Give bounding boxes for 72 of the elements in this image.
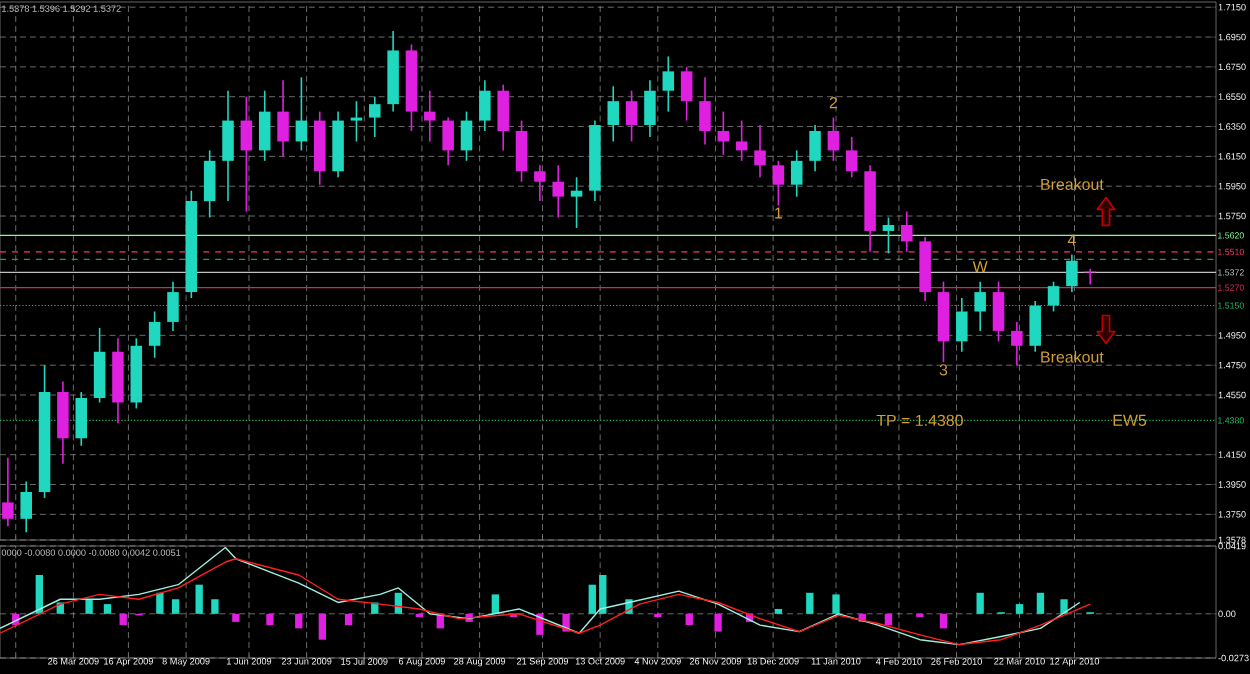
- bar: [714, 613, 722, 632]
- candlestick: [75, 391, 88, 447]
- bar: [491, 594, 499, 614]
- candlestick: [717, 110, 730, 156]
- candlestick: [424, 89, 436, 143]
- bar: [211, 599, 219, 614]
- candlestick: [882, 216, 895, 255]
- bar: [103, 604, 112, 614]
- candlestick: [148, 310, 161, 359]
- candlestick: [57, 380, 69, 465]
- candlestick: [534, 164, 546, 202]
- candlestick: [1011, 321, 1023, 366]
- candlestick: [93, 327, 106, 404]
- bar: [266, 613, 274, 626]
- bar: [806, 592, 814, 614]
- candlestick: [992, 280, 1005, 343]
- candlestick: [240, 95, 253, 213]
- candlestick: [460, 110, 473, 162]
- bar: [685, 613, 693, 626]
- bar: [884, 613, 893, 626]
- candlestick: [680, 66, 693, 122]
- bar: [318, 613, 327, 640]
- candlestick: [735, 119, 748, 162]
- bar: [1036, 592, 1045, 614]
- candlestick: [167, 280, 179, 332]
- candlestick: [369, 95, 381, 138]
- candlestick: [790, 149, 803, 198]
- bar: [344, 613, 353, 626]
- candlestick: [552, 164, 564, 219]
- candlestick: [479, 79, 491, 132]
- candlestick: [662, 55, 675, 113]
- candlestick: [827, 116, 840, 162]
- candlestick: [699, 76, 711, 146]
- candlestick: [1066, 254, 1078, 293]
- bar: [35, 574, 43, 614]
- candlestick: [754, 124, 766, 179]
- bar: [85, 599, 93, 614]
- bar: [832, 594, 840, 614]
- bar: [774, 608, 783, 614]
- bar: [1015, 604, 1024, 614]
- candlestick: [203, 149, 216, 219]
- candlestick: [956, 297, 968, 353]
- bar: [295, 613, 303, 629]
- bar: [232, 613, 240, 622]
- candlestick: [350, 100, 363, 143]
- bar: [119, 613, 127, 626]
- candlestick: [222, 89, 234, 202]
- candlestick: [1029, 300, 1041, 353]
- candlestick: [515, 119, 528, 183]
- candlestick: [901, 210, 913, 253]
- candlestick: [258, 89, 271, 162]
- candlestick: [20, 480, 32, 534]
- candlestick: [625, 89, 638, 143]
- candlestick: [570, 176, 583, 229]
- candlestick: [295, 76, 308, 152]
- bar: [1060, 599, 1068, 614]
- candlestick: [442, 116, 454, 167]
- bar: [976, 592, 984, 614]
- candlestick: [845, 136, 858, 179]
- candlestick: [607, 85, 620, 143]
- candlestick: [2, 456, 14, 528]
- candlestick: [277, 79, 289, 158]
- bar: [156, 592, 164, 614]
- candlestick: [772, 160, 785, 207]
- candlestick: [1047, 280, 1060, 313]
- candlestick: [497, 83, 509, 152]
- candlestick: [644, 79, 656, 138]
- bar: [939, 613, 948, 629]
- candlestick: [974, 280, 986, 332]
- candlestick: [809, 124, 821, 173]
- bar: [171, 599, 180, 614]
- bar: [195, 584, 203, 614]
